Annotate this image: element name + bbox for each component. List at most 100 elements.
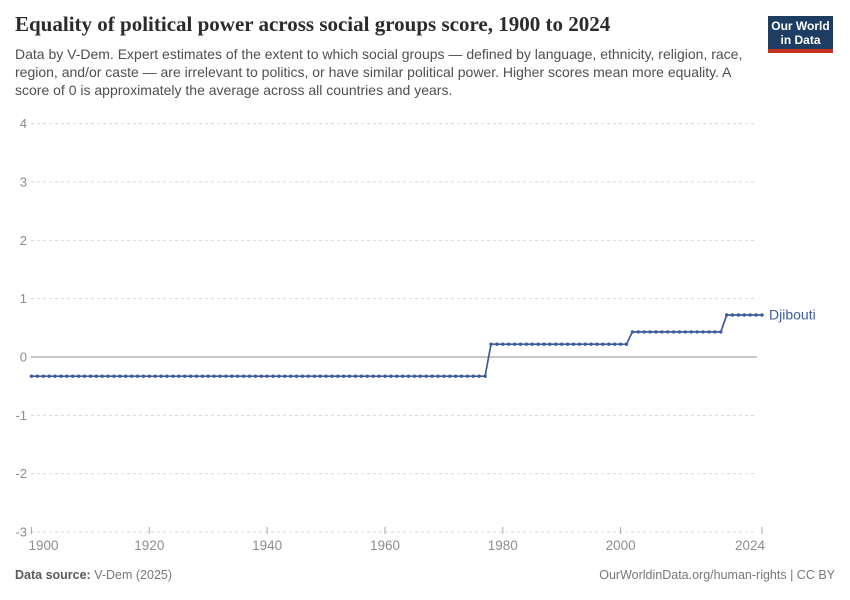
data-point[interactable]	[300, 374, 305, 378]
data-point[interactable]	[289, 374, 293, 378]
data-point[interactable]	[347, 374, 352, 378]
data-point[interactable]	[147, 374, 151, 378]
data-point[interactable]	[483, 374, 487, 378]
data-point[interactable]	[171, 374, 175, 378]
data-point[interactable]	[465, 374, 470, 378]
data-point[interactable]	[230, 374, 234, 378]
data-point[interactable]	[536, 342, 540, 346]
data-point[interactable]	[236, 374, 240, 378]
data-point[interactable]	[530, 342, 534, 346]
data-point[interactable]	[754, 313, 758, 317]
data-point[interactable]	[365, 374, 369, 378]
data-point[interactable]	[607, 342, 611, 346]
data-point[interactable]	[666, 330, 670, 334]
data-point[interactable]	[135, 374, 140, 378]
data-point[interactable]	[241, 374, 246, 378]
data-point[interactable]	[342, 374, 346, 378]
data-point[interactable]	[554, 342, 558, 346]
license-note[interactable]: OurWorldinData.org/human-rights | CC BY	[599, 568, 835, 582]
data-point[interactable]	[524, 342, 529, 346]
data-point[interactable]	[253, 374, 258, 378]
data-point[interactable]	[507, 342, 511, 346]
entity-label[interactable]: Djibouti	[769, 307, 816, 323]
data-point[interactable]	[707, 330, 711, 334]
data-point[interactable]	[247, 374, 252, 378]
data-point[interactable]	[389, 374, 393, 378]
data-point[interactable]	[654, 330, 658, 334]
data-point[interactable]	[141, 374, 146, 378]
data-point[interactable]	[218, 374, 222, 378]
data-point[interactable]	[648, 330, 652, 334]
data-point[interactable]	[35, 374, 40, 378]
data-point[interactable]	[630, 330, 635, 334]
data-point[interactable]	[153, 374, 157, 378]
data-point[interactable]	[330, 374, 334, 378]
data-point[interactable]	[377, 374, 381, 378]
data-point[interactable]	[689, 330, 693, 334]
data-point[interactable]	[624, 342, 629, 346]
data-point[interactable]	[41, 374, 45, 378]
data-point[interactable]	[212, 374, 216, 378]
data-point[interactable]	[29, 374, 34, 378]
data-point[interactable]	[442, 374, 446, 378]
data-point[interactable]	[159, 374, 163, 378]
data-point[interactable]	[548, 342, 552, 346]
data-point[interactable]	[760, 313, 764, 317]
data-point[interactable]	[725, 313, 729, 317]
data-point[interactable]	[742, 313, 746, 317]
data-line[interactable]	[31, 314, 763, 378]
data-point[interactable]	[65, 374, 69, 378]
data-point[interactable]	[353, 374, 358, 378]
data-point[interactable]	[571, 342, 576, 346]
data-point[interactable]	[194, 374, 199, 378]
data-point[interactable]	[459, 374, 464, 378]
data-point[interactable]	[177, 374, 181, 378]
data-point[interactable]	[748, 313, 752, 317]
data-point[interactable]	[183, 374, 187, 378]
data-point[interactable]	[636, 330, 640, 334]
data-point[interactable]	[271, 374, 275, 378]
data-point[interactable]	[53, 374, 57, 378]
data-point[interactable]	[501, 342, 505, 346]
data-point[interactable]	[371, 374, 375, 378]
data-point[interactable]	[560, 342, 564, 346]
data-point[interactable]	[671, 330, 676, 334]
data-point[interactable]	[471, 374, 475, 378]
data-point[interactable]	[312, 374, 316, 378]
data-point[interactable]	[395, 374, 399, 378]
data-point[interactable]	[424, 374, 428, 378]
data-point[interactable]	[400, 374, 405, 378]
data-point[interactable]	[129, 374, 134, 378]
data-point[interactable]	[76, 374, 81, 378]
data-point[interactable]	[359, 374, 364, 378]
data-point[interactable]	[477, 374, 481, 378]
data-point[interactable]	[583, 342, 587, 346]
data-point[interactable]	[283, 374, 287, 378]
data-point[interactable]	[454, 374, 458, 378]
data-point[interactable]	[106, 374, 110, 378]
data-point[interactable]	[730, 313, 735, 317]
data-point[interactable]	[701, 330, 705, 334]
data-point[interactable]	[495, 342, 499, 346]
data-point[interactable]	[94, 374, 99, 378]
data-point[interactable]	[512, 342, 517, 346]
data-point[interactable]	[306, 374, 311, 378]
data-point[interactable]	[324, 374, 328, 378]
data-point[interactable]	[677, 330, 682, 334]
data-point[interactable]	[206, 374, 210, 378]
data-point[interactable]	[542, 342, 546, 346]
data-point[interactable]	[406, 374, 411, 378]
data-point[interactable]	[318, 374, 322, 378]
data-point[interactable]	[589, 342, 593, 346]
data-point[interactable]	[336, 374, 340, 378]
data-point[interactable]	[489, 342, 493, 346]
data-point[interactable]	[100, 374, 104, 378]
data-point[interactable]	[448, 374, 452, 378]
data-point[interactable]	[71, 374, 75, 378]
data-point[interactable]	[59, 374, 63, 378]
data-point[interactable]	[188, 374, 193, 378]
owid-logo[interactable]: Our World in Data	[768, 16, 833, 53]
data-point[interactable]	[683, 330, 688, 334]
data-point[interactable]	[660, 330, 664, 334]
data-point[interactable]	[224, 374, 228, 378]
